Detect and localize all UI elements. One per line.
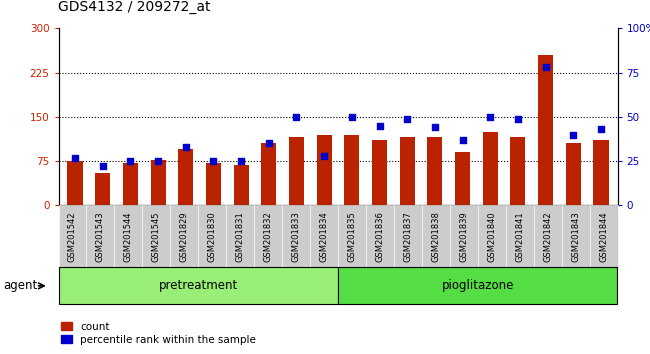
Point xyxy=(319,153,330,159)
Bar xyxy=(482,132,498,205)
Text: GSM201844: GSM201844 xyxy=(599,211,608,262)
Text: GSM201842: GSM201842 xyxy=(543,211,552,262)
Point xyxy=(153,158,163,164)
Text: GSM201838: GSM201838 xyxy=(432,211,440,262)
Text: GSM201544: GSM201544 xyxy=(124,211,133,262)
Point xyxy=(430,125,440,130)
Point xyxy=(402,116,412,121)
Bar xyxy=(510,137,525,205)
Bar xyxy=(344,135,359,205)
Point xyxy=(291,114,302,120)
Bar xyxy=(151,160,166,205)
Point xyxy=(70,155,81,160)
Text: GSM201545: GSM201545 xyxy=(152,211,161,262)
Text: GSM201839: GSM201839 xyxy=(460,211,468,262)
Text: GSM201831: GSM201831 xyxy=(236,211,244,262)
Text: GSM201840: GSM201840 xyxy=(488,211,496,262)
Point xyxy=(98,164,108,169)
Text: GSM201836: GSM201836 xyxy=(376,211,384,262)
Point xyxy=(568,132,578,137)
Bar xyxy=(68,161,83,205)
Text: GDS4132 / 209272_at: GDS4132 / 209272_at xyxy=(58,0,211,14)
Bar xyxy=(123,163,138,205)
Bar xyxy=(206,163,221,205)
Point xyxy=(374,123,385,129)
Text: GSM201834: GSM201834 xyxy=(320,211,328,262)
Bar xyxy=(178,149,194,205)
Bar xyxy=(427,137,443,205)
Text: GSM201832: GSM201832 xyxy=(264,211,272,262)
Point xyxy=(236,158,246,164)
Point xyxy=(595,126,606,132)
Text: GSM201830: GSM201830 xyxy=(208,211,216,262)
Point xyxy=(181,144,191,150)
Text: GSM201542: GSM201542 xyxy=(68,211,77,262)
Bar xyxy=(317,135,332,205)
Bar xyxy=(261,143,276,205)
Text: GSM201843: GSM201843 xyxy=(571,211,580,262)
Text: agent: agent xyxy=(3,279,38,292)
Point xyxy=(125,158,136,164)
Text: pioglitazone: pioglitazone xyxy=(441,279,514,292)
Bar xyxy=(289,137,304,205)
Point xyxy=(458,137,468,143)
Text: GSM201833: GSM201833 xyxy=(292,211,300,262)
Text: GSM201841: GSM201841 xyxy=(515,211,524,262)
Text: GSM201829: GSM201829 xyxy=(180,211,188,262)
Bar xyxy=(95,173,110,205)
Bar xyxy=(593,141,608,205)
Point xyxy=(513,116,523,121)
Point xyxy=(264,141,274,146)
Point xyxy=(485,114,495,120)
Bar xyxy=(372,141,387,205)
Text: GSM201835: GSM201835 xyxy=(348,211,356,262)
Point xyxy=(346,114,357,120)
Bar xyxy=(233,165,249,205)
Bar xyxy=(400,137,415,205)
Point xyxy=(540,64,551,70)
Legend: count, percentile rank within the sample: count, percentile rank within the sample xyxy=(57,317,260,349)
Point xyxy=(208,158,218,164)
Text: GSM201837: GSM201837 xyxy=(404,211,412,262)
Text: GSM201543: GSM201543 xyxy=(96,211,105,262)
Bar xyxy=(455,152,470,205)
Text: pretreatment: pretreatment xyxy=(159,279,238,292)
Bar xyxy=(538,55,553,205)
Bar xyxy=(566,143,581,205)
